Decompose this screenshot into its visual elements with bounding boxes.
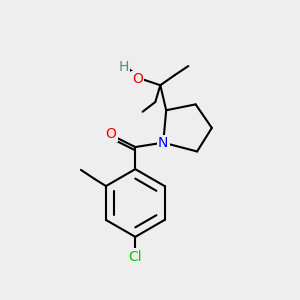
Text: Cl: Cl <box>128 250 142 264</box>
Text: O: O <box>132 72 143 86</box>
Text: H: H <box>119 60 129 74</box>
Text: N: N <box>158 136 168 150</box>
Text: O: O <box>106 127 117 141</box>
